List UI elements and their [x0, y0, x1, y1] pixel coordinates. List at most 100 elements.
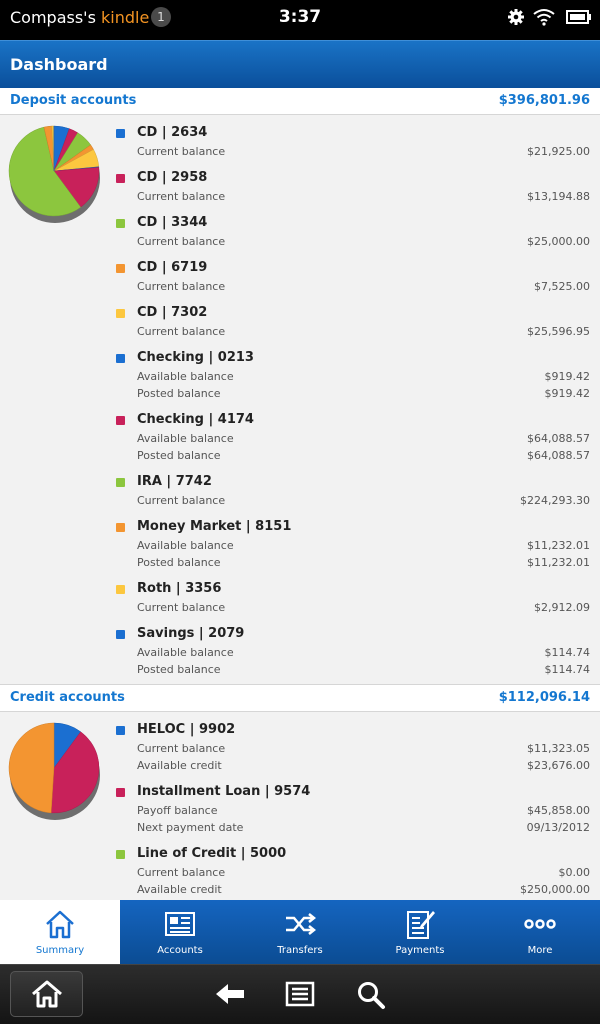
device-brand: kindle [101, 8, 150, 27]
tab-transfers[interactable]: Transfers [240, 900, 360, 964]
balance-label: Current balance [137, 235, 226, 248]
balance-value: 09/13/2012 [526, 821, 590, 834]
account-name: Checking | 0213 [137, 350, 254, 365]
account-color-swatch [116, 726, 125, 735]
search-icon[interactable] [356, 980, 386, 1010]
account-item[interactable]: Roth | 3356 Current balance $2,912.09 [0, 571, 600, 616]
wifi-icon [533, 9, 555, 26]
balance-label: Current balance [137, 325, 226, 338]
back-icon[interactable] [214, 980, 246, 1008]
balance-value: $114.74 [544, 663, 591, 676]
account-name: Money Market | 8151 [137, 519, 292, 534]
tab-summary[interactable]: Summary [0, 900, 120, 964]
notification-badge[interactable]: 1 [151, 7, 171, 27]
deposit-accounts-section: CD | 2634 Current balance $21,925.00 CD | 2… [0, 115, 600, 684]
balance-value: $25,596.95 [527, 325, 590, 338]
account-color-swatch [116, 850, 125, 859]
system-home-button[interactable] [10, 971, 83, 1017]
account-name: CD | 7302 [137, 305, 208, 320]
balance-label: Current balance [137, 866, 226, 879]
system-nav-bar [0, 964, 600, 1024]
home-icon [46, 910, 74, 939]
account-color-swatch [116, 129, 125, 138]
balance-label: Current balance [137, 280, 226, 293]
balance-label: Current balance [137, 742, 226, 755]
tab-more[interactable]: More [480, 900, 600, 964]
account-name: CD | 3344 [137, 215, 208, 230]
credit-pie-chart [8, 722, 100, 820]
balance-value: $0.00 [558, 866, 591, 879]
balance-label: Payoff balance [137, 804, 218, 817]
account-color-swatch [116, 309, 125, 318]
account-item[interactable]: CD | 3344 Current balance $25,000.00 [0, 205, 600, 250]
account-item[interactable]: Money Market | 8151 Available balance $11,… [0, 509, 600, 571]
balance-label: Posted balance [137, 556, 221, 569]
balance-value: $919.42 [544, 387, 591, 400]
balance-label: Available balance [137, 539, 234, 552]
account-name: HELOC | 9902 [137, 722, 236, 737]
balance-label: Posted balance [137, 663, 221, 676]
balance-value: $64,088.57 [527, 449, 590, 462]
account-name: IRA | 7742 [137, 474, 212, 489]
account-item[interactable]: Installment Loan | 9574 Payoff balance $45… [0, 774, 600, 836]
device-owner: Compass's [10, 8, 101, 27]
tab-accounts[interactable]: Accounts [120, 900, 240, 964]
account-item[interactable]: HELOC | 9902 Current balance $11,323.05 Ava… [0, 712, 600, 774]
balance-value: $114.74 [544, 646, 591, 659]
app-header: Dashboard [0, 40, 600, 88]
balance-value: $919.42 [544, 370, 591, 383]
tab-label: Transfers [277, 945, 323, 956]
balance-label: Available balance [137, 432, 234, 445]
balance-label: Current balance [137, 190, 226, 203]
balance-value: $224,293.30 [520, 494, 590, 507]
balance-label: Available balance [137, 646, 234, 659]
balance-value: $11,323.05 [527, 742, 590, 755]
account-item[interactable]: Savings | 2079 Available balance $114.74 Po… [0, 616, 600, 678]
tab-label: More [527, 945, 553, 956]
account-item[interactable]: Checking | 4174 Available balance $64,088.… [0, 402, 600, 464]
dashboard-content[interactable]: Deposit accounts $396,801.96 CD | 2634 Cu… [0, 88, 600, 900]
account-name: Installment Loan | 9574 [137, 784, 311, 799]
account-color-swatch [116, 585, 125, 594]
balance-value: $250,000.00 [520, 883, 590, 896]
account-name: Savings | 2079 [137, 626, 245, 641]
balance-label: Posted balance [137, 387, 221, 400]
tab-label: Payments [395, 945, 445, 956]
account-item[interactable]: CD | 2634 Current balance $21,925.00 [0, 115, 600, 160]
account-name: CD | 2958 [137, 170, 208, 185]
status-bar: Compass's kindle 1 3:37 [0, 0, 600, 40]
credit-accounts-header: Credit accounts $112,096.14 [0, 685, 600, 712]
account-color-swatch [116, 523, 125, 532]
account-item[interactable]: CD | 7302 Current balance $25,596.95 [0, 295, 600, 340]
account-item[interactable]: IRA | 7742 Current balance $224,293.30 [0, 464, 600, 509]
account-color-swatch [116, 219, 125, 228]
balance-value: $11,232.01 [527, 556, 590, 569]
account-name: Roth | 3356 [137, 581, 222, 596]
pie-slice [53, 167, 100, 208]
balance-value: $21,925.00 [527, 145, 590, 158]
balance-label: Available credit [137, 759, 222, 772]
menu-icon[interactable] [285, 980, 315, 1008]
balance-label: Next payment date [137, 821, 244, 834]
account-item[interactable]: Checking | 0213 Available balance $919.42 P… [0, 340, 600, 402]
settings-gear-icon[interactable] [507, 8, 525, 26]
account-item[interactable]: CD | 2958 Current balance $13,194.88 [0, 160, 600, 205]
balance-label: Current balance [137, 145, 226, 158]
deposit-pie-chart [8, 125, 100, 223]
clock: 3:37 [278, 7, 322, 27]
balance-value: $7,525.00 [534, 280, 590, 293]
account-color-swatch [116, 478, 125, 487]
account-item[interactable]: Line of Credit | 5000 Current balance $0.0… [0, 836, 600, 898]
device-name: Compass's kindle [10, 8, 149, 27]
pie-slice [8, 722, 55, 814]
account-color-swatch [116, 630, 125, 639]
balance-value: $2,912.09 [534, 601, 590, 614]
pie-slice [50, 731, 100, 814]
transfers-icon [286, 913, 316, 935]
bottom-tab-bar: Summary Accounts Transfers Payments [0, 900, 600, 964]
tab-payments[interactable]: Payments [360, 900, 480, 964]
deposit-accounts-total: $396,801.96 [498, 93, 590, 108]
account-item[interactable]: CD | 6719 Current balance $7,525.00 [0, 250, 600, 295]
tab-label: Summary [35, 945, 85, 956]
battery-icon [566, 10, 591, 24]
